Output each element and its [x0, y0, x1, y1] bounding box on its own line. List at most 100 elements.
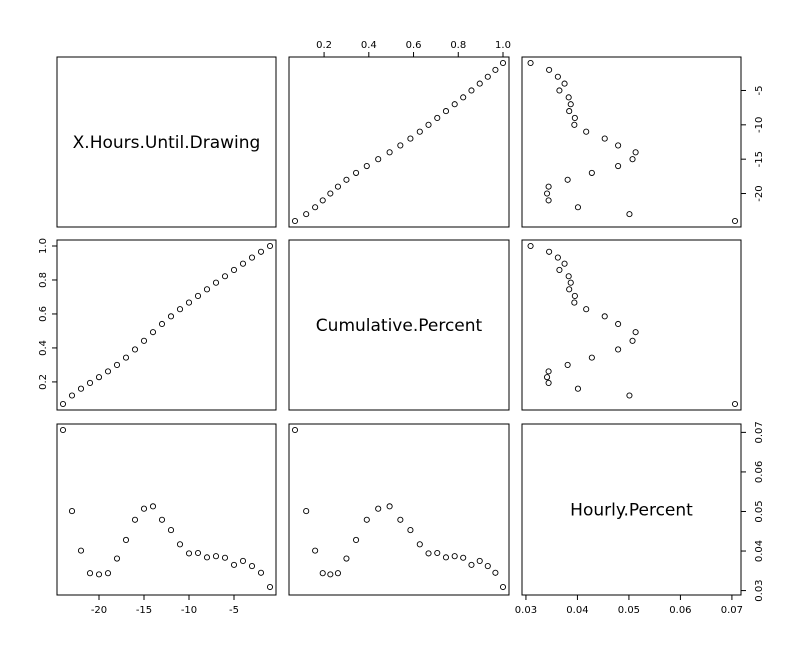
data-point-r2-c3-12 [615, 320, 622, 328]
data-point-r2-c3-6 [545, 368, 552, 375]
data-point-r2-c1-22 [248, 254, 256, 261]
data-point-r1-c3-2 [626, 211, 633, 218]
data-point-r3-c2-24 [499, 583, 507, 591]
data-point-r3-c2-18 [451, 553, 458, 560]
y-axis-cumulative-left-tick-label-1: 0.2 [38, 374, 49, 390]
data-point-r2-c1-4 [86, 379, 94, 386]
data-point-r2-c1-5 [95, 374, 103, 381]
data-point-r1-c3-12 [615, 142, 622, 149]
data-point-r3-c1-11 [149, 503, 157, 510]
x-axis-hourly-bottom-tick-label-2: 0.04 [566, 605, 588, 616]
data-point-r2-c1-9 [131, 346, 139, 353]
data-point-r1-c2-10 [375, 156, 382, 163]
data-point-r2-c3-7 [564, 361, 571, 368]
y-axis-hourly-right-tick-label-2: 0.04 [754, 540, 765, 562]
data-point-r2-c3-15 [571, 299, 578, 306]
data-point-r3-c1-22 [248, 563, 256, 570]
data-point-r3-c2-14 [416, 541, 423, 548]
y-axis-hourly-right-tick-label-1: 0.03 [754, 579, 765, 601]
data-point-r3-c1-21 [239, 557, 247, 564]
data-point-r2-c3-16 [571, 292, 578, 300]
data-point-r1-c3-3 [574, 204, 582, 211]
data-point-r1-c2-21 [476, 80, 483, 87]
data-point-r3-c2-5 [327, 571, 334, 578]
data-point-r3-c1-16 [194, 549, 202, 557]
data-point-r1-c2-22 [484, 73, 491, 80]
data-point-r1-c3-11 [632, 149, 639, 156]
data-point-r2-c1-16 [194, 292, 202, 300]
data-point-r3-c1-1 [59, 426, 67, 434]
data-point-r3-c1-8 [122, 536, 130, 544]
data-point-r2-c3-23 [546, 248, 553, 255]
data-point-r2-c1-19 [221, 273, 229, 280]
data-point-r3-c2-21 [476, 557, 483, 564]
data-point-r2-c1-13 [167, 313, 175, 320]
panel-frame-r1-c1 [56, 56, 277, 228]
x-axis-cumulative-top-tick-label-2: 0.4 [361, 40, 377, 51]
data-point-r3-c2-2 [303, 508, 310, 515]
panel-frame-r1-c3 [521, 56, 742, 228]
data-point-r1-c2-1 [291, 217, 299, 225]
data-point-r2-c3-22 [554, 254, 561, 261]
data-point-r1-c3-16 [571, 114, 578, 122]
data-point-r1-c2-14 [416, 128, 423, 135]
data-point-r1-c2-23 [492, 66, 499, 73]
data-point-r2-c3-1 [731, 400, 739, 408]
data-point-r1-c3-19 [565, 94, 572, 101]
data-point-r2-c1-14 [176, 306, 184, 313]
data-point-r3-c2-15 [425, 550, 432, 557]
data-point-r1-c3-18 [567, 101, 574, 108]
data-point-r3-c2-17 [442, 554, 450, 561]
data-point-r2-c1-3 [77, 385, 85, 392]
diagonal-label-hourly-percent: Hourly.Percent [570, 501, 693, 521]
data-point-r2-c1-20 [230, 266, 238, 274]
data-point-r3-c2-11 [386, 503, 393, 510]
data-point-r3-c1-9 [131, 516, 139, 523]
data-point-r1-c3-14 [583, 128, 590, 135]
y-axis-cumulative-left-tick-label-2: 0.4 [38, 340, 49, 356]
data-point-r3-c2-13 [407, 527, 414, 534]
data-point-r3-c1-3 [77, 547, 85, 554]
data-point-r1-c2-17 [442, 108, 450, 115]
data-point-r2-c3-21 [561, 260, 568, 267]
data-point-r3-c2-8 [353, 536, 360, 544]
data-point-r1-c3-22 [554, 73, 561, 80]
data-point-r1-c3-21 [561, 80, 568, 87]
data-point-r2-c3-14 [583, 306, 590, 313]
data-point-r1-c3-1 [731, 217, 739, 225]
y-axis-cumulative-left-tick-label-3: 0.6 [38, 306, 49, 322]
y-axis-hours-right-tick-label-2: -15 [754, 151, 765, 167]
panel-frame-r1-c2 [288, 56, 510, 228]
data-point-r1-c2-8 [353, 169, 360, 176]
data-point-r3-c2-16 [434, 549, 441, 557]
data-point-r3-c1-18 [212, 553, 220, 560]
data-point-r3-c1-4 [86, 570, 94, 577]
data-point-r2-c1-21 [239, 260, 247, 267]
data-point-r3-c1-13 [167, 527, 175, 534]
y-axis-hours-right-tick-label-3: -10 [754, 117, 765, 133]
y-axis-hourly-right-tick-label-3: 0.05 [754, 500, 765, 522]
data-point-r3-c1-17 [203, 554, 211, 561]
x-axis-hourly-bottom-tick-label-1: 0.03 [515, 605, 537, 616]
panel-frame-r2-c1 [56, 239, 277, 411]
x-axis-hourly-bottom-tick-label-3: 0.05 [618, 605, 640, 616]
data-point-r1-c2-11 [386, 149, 393, 156]
data-point-r2-c3-2 [626, 392, 633, 399]
data-point-r3-c2-6 [334, 570, 341, 577]
diagonal-label-x-hours-until-drawing: X.Hours.Until.Drawing [73, 133, 261, 153]
data-point-r1-c3-4 [545, 197, 552, 204]
data-point-r3-c1-24 [266, 583, 274, 591]
data-point-r3-c2-1 [291, 426, 299, 434]
data-point-r1-c3-8 [588, 169, 595, 176]
data-point-r1-c2-9 [363, 162, 370, 170]
data-point-r3-c1-12 [158, 516, 166, 523]
diagonal-label-cumulative-percent: Cumulative.Percent [316, 316, 483, 336]
data-point-r1-c2-19 [460, 94, 467, 101]
data-point-r1-c2-12 [397, 142, 404, 149]
data-point-r3-c1-5 [95, 571, 103, 578]
data-point-r1-c3-23 [546, 66, 553, 73]
data-point-r1-c2-3 [312, 204, 319, 211]
data-point-r3-c2-4 [319, 570, 326, 577]
data-point-r2-c3-17 [566, 286, 573, 293]
data-point-r1-c2-13 [407, 135, 414, 142]
